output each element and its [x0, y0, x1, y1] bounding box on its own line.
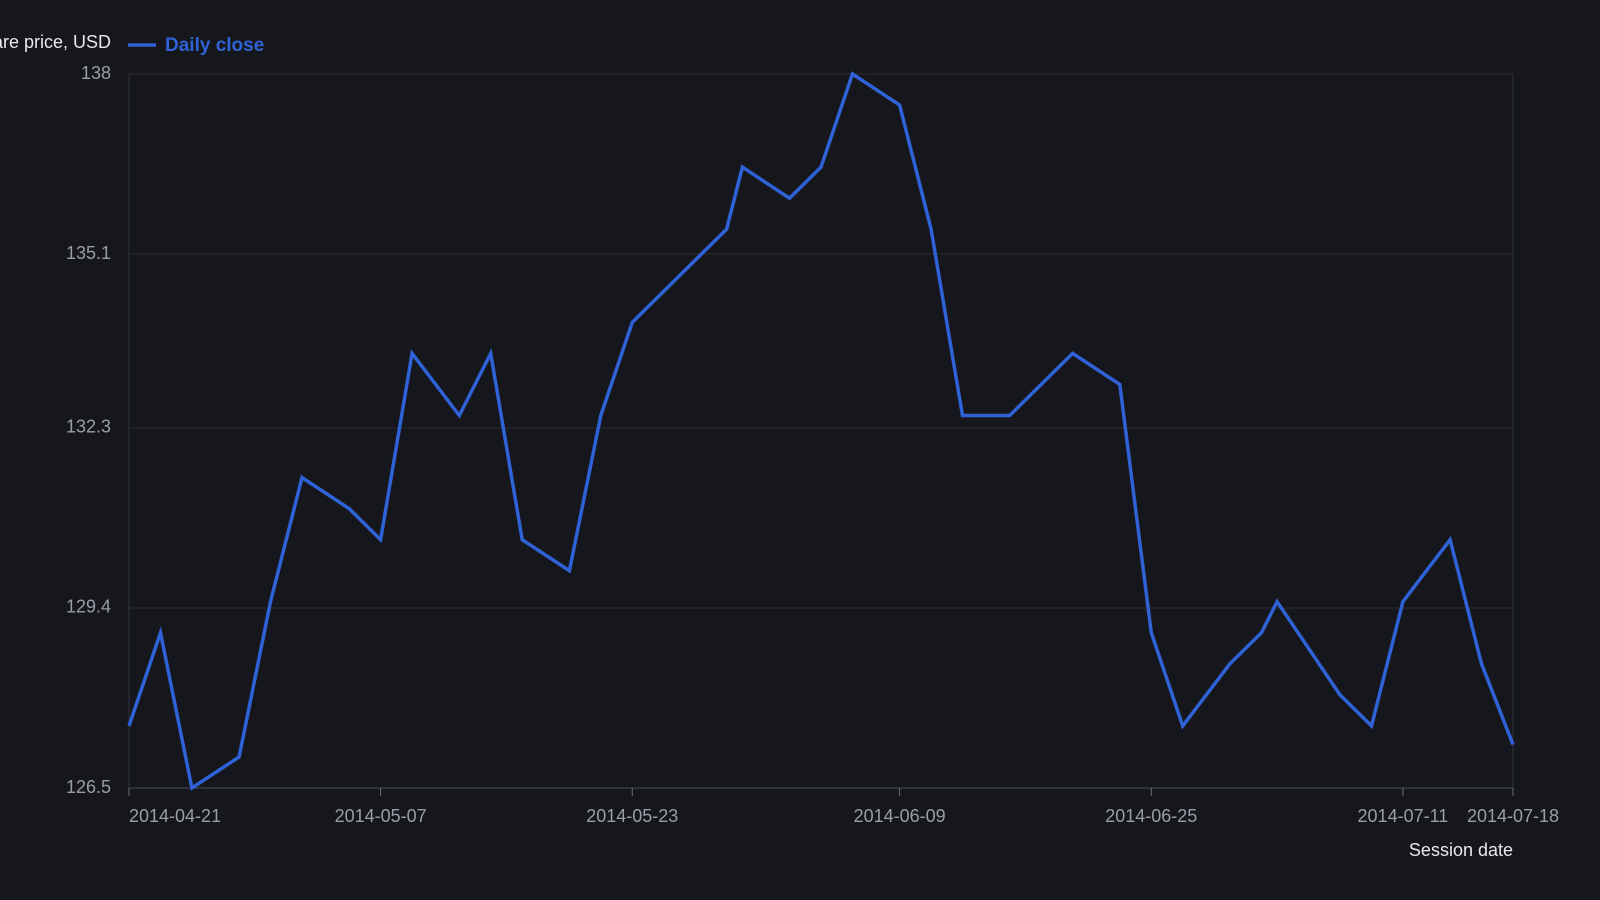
- x-tick-label: 2014-07-11: [1358, 806, 1449, 826]
- x-tick-label: 2014-05-23: [586, 806, 678, 826]
- y-tick-label: 126.5: [66, 777, 111, 797]
- x-tick-label: 2014-06-25: [1105, 806, 1197, 826]
- x-tick-label: 2014-05-07: [335, 806, 427, 826]
- y-tick-label: 135.1: [66, 243, 111, 263]
- price-line: [127, 71, 1515, 791]
- legend-label: Daily close: [165, 35, 264, 56]
- y-tick-label: 129.4: [66, 597, 111, 617]
- y-tick-label: 132.3: [66, 417, 111, 437]
- x-tick-label: 2014-04-21: [129, 806, 221, 826]
- x-tick-label: 2014-07-18: [1467, 806, 1559, 826]
- x-axis-label: Session date: [1409, 840, 1513, 860]
- x-tick-label: 2014-06-09: [854, 806, 946, 826]
- y-axis-label: Share price, USD: [0, 32, 111, 52]
- y-tick-label: 138: [81, 63, 111, 83]
